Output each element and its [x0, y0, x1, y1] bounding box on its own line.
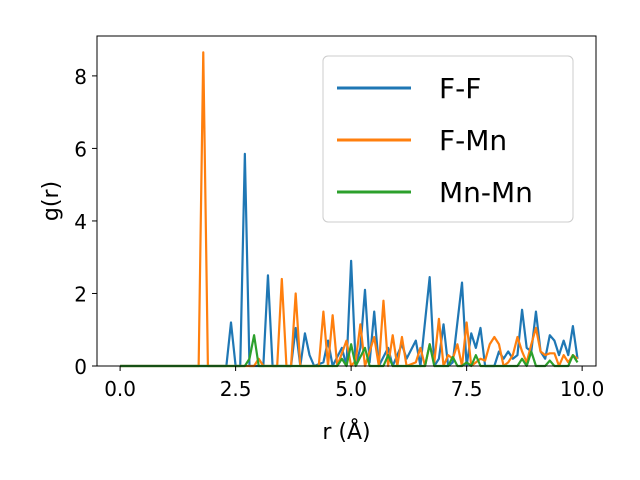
x-axis-ticks: 0.0 2.5 5.0 7.5 10.0 — [104, 366, 604, 401]
legend-box — [322, 55, 574, 223]
y-tick-label: 4 — [74, 210, 87, 234]
y-axis-label: g(r) — [39, 181, 64, 221]
series-line-f-f — [120, 152, 579, 368]
x-tick-label: 7.5 — [451, 377, 483, 401]
x-tick-label: 10.0 — [560, 377, 605, 401]
series-line-f-mn — [120, 51, 579, 368]
y-tick-label: 8 — [74, 65, 87, 89]
y-tick-label: 0 — [74, 355, 87, 379]
x-tick-label: 0.0 — [104, 377, 136, 401]
y-tick-label: 2 — [74, 282, 87, 306]
legend-label: Mn-Mn — [439, 176, 533, 209]
y-axis-ticks: 0 2 4 6 8 — [74, 65, 97, 379]
x-tick-label: 2.5 — [220, 377, 252, 401]
x-tick-label: 5.0 — [335, 377, 367, 401]
y-tick-label: 6 — [74, 137, 87, 161]
x-axis-label: r (Å) — [322, 418, 370, 445]
legend: F-F F-Mn Mn-Mn — [322, 55, 574, 223]
legend-label: F-F — [439, 72, 481, 105]
plot-frame — [96, 35, 597, 367]
legend-label: F-Mn — [439, 124, 507, 157]
